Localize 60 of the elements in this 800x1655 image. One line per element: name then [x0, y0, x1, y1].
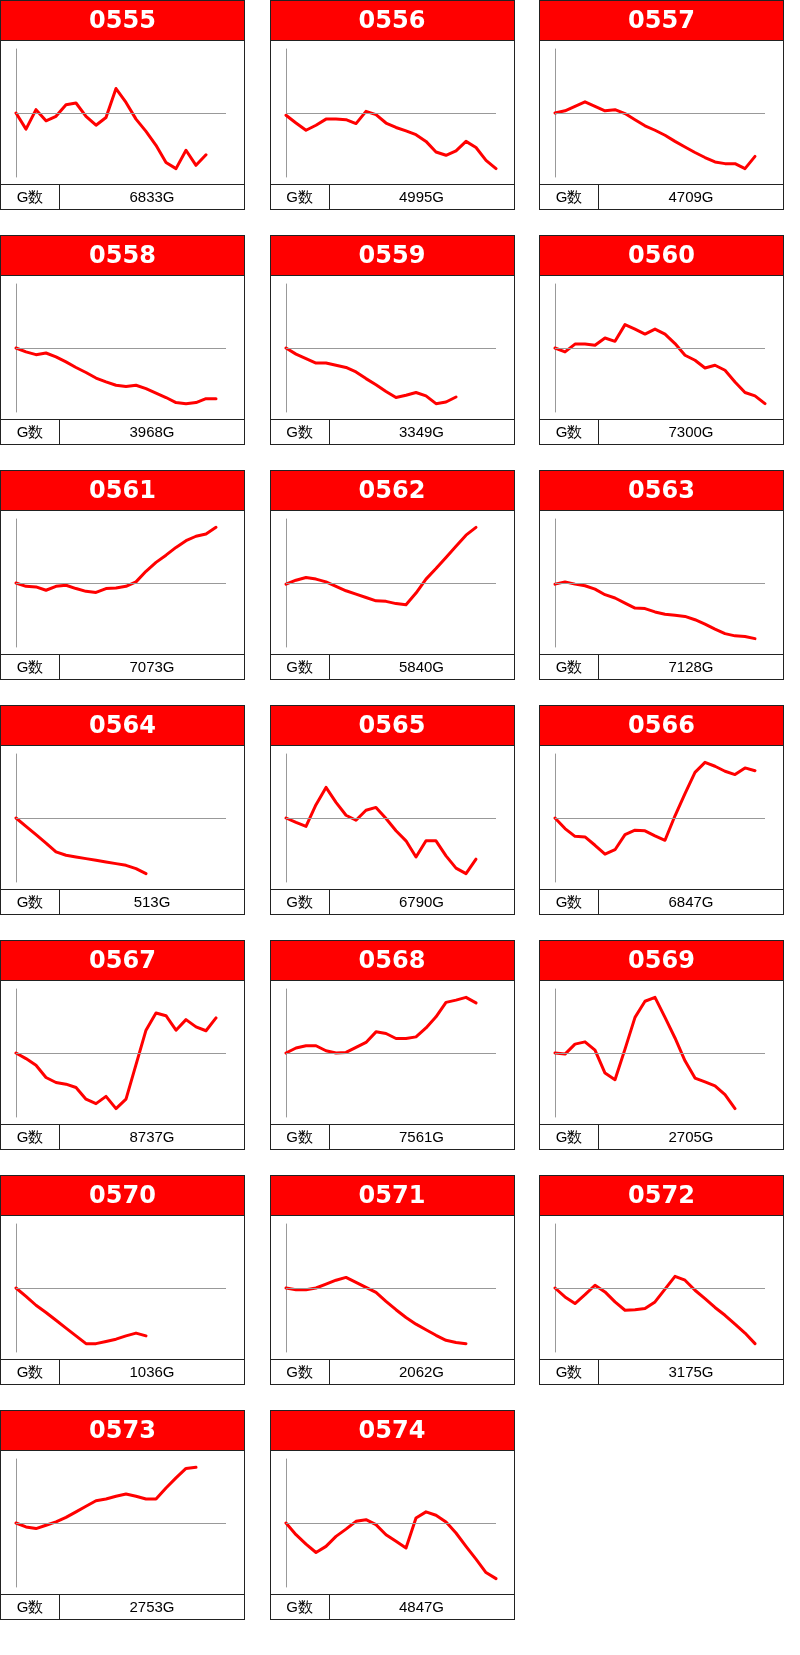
text: G数 [270, 1360, 330, 1384]
text: G数 [1, 655, 60, 679]
text: 8737G [128, 1127, 176, 1147]
chart-title: 0555 [1, 1, 244, 41]
text: G数 [1, 185, 60, 209]
text: 6847G [667, 892, 715, 912]
chart-title: 0566 [540, 706, 783, 746]
chart-title: 0567 [1, 941, 244, 981]
text: G数 [540, 1125, 599, 1149]
text: 5840G [397, 657, 445, 677]
text: G数 [270, 1125, 330, 1149]
text: G数 [540, 890, 599, 914]
text: 3349G [397, 422, 445, 442]
chart-title: 0561 [1, 471, 244, 511]
text: 4995G [397, 187, 445, 207]
text: 513G [132, 892, 172, 912]
chart-title: 0559 [270, 236, 514, 276]
text: 3175G [667, 1362, 715, 1382]
chart-title: 0562 [270, 471, 514, 511]
text: G数 [540, 655, 599, 679]
text: 3968G [128, 422, 176, 442]
chart-title: 0572 [540, 1176, 783, 1216]
text: G数 [1, 890, 60, 914]
text: G数 [1, 1595, 60, 1619]
text: G数 [270, 1595, 330, 1619]
text: 2062G [397, 1362, 445, 1382]
chart-title: 0563 [540, 471, 783, 511]
text: 7073G [128, 657, 176, 677]
chart-title: 0569 [540, 941, 783, 981]
chart-title: 0574 [270, 1411, 514, 1451]
chart-title: 0565 [270, 706, 514, 746]
text: 2705G [667, 1127, 715, 1147]
text: G数 [270, 655, 330, 679]
chart-title: 0558 [1, 236, 244, 276]
chart-title: 0557 [540, 1, 783, 41]
text: G数 [540, 185, 599, 209]
text: 6790G [397, 892, 445, 912]
chart-title: 0573 [1, 1411, 244, 1451]
text: 4847G [397, 1597, 445, 1617]
text: 2753G [128, 1597, 176, 1617]
text: 7128G [667, 657, 715, 677]
chart-title: 0570 [1, 1176, 244, 1216]
text: G数 [270, 890, 330, 914]
text: 7561G [397, 1127, 445, 1147]
text: G数 [270, 185, 330, 209]
text: G数 [1, 1360, 60, 1384]
text: G数 [540, 1360, 599, 1384]
text: 6833G [128, 187, 176, 207]
text: 4709G [667, 187, 715, 207]
chart-title: 0568 [270, 941, 514, 981]
chart-title: 0556 [270, 1, 514, 41]
chart-title: 0560 [540, 236, 783, 276]
text: G数 [540, 420, 599, 444]
text: 1036G [128, 1362, 176, 1382]
text: G数 [1, 420, 60, 444]
chart-title: 0571 [270, 1176, 514, 1216]
chart-title: 0564 [1, 706, 244, 746]
text: G数 [270, 420, 330, 444]
text: G数 [1, 1125, 60, 1149]
text: 7300G [667, 422, 715, 442]
